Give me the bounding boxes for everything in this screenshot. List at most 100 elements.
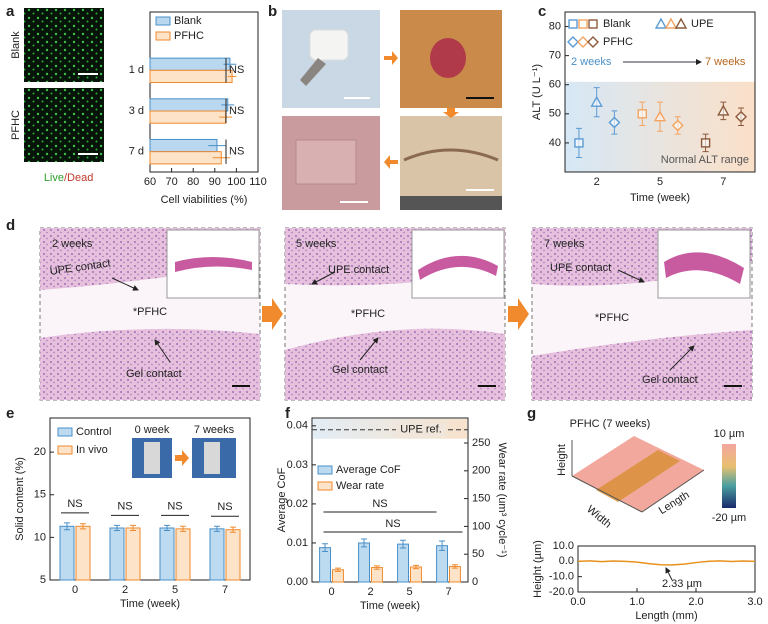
- marker: [587, 36, 599, 48]
- error-bar: [164, 524, 170, 532]
- x-tick-label: 0: [328, 586, 334, 598]
- bar: [319, 547, 331, 583]
- stain-live: Live: [44, 172, 64, 184]
- y-tick-label: 60: [549, 79, 561, 91]
- axis-title: Time (week): [630, 192, 690, 204]
- error-bar: [180, 525, 186, 532]
- bar: [149, 98, 229, 112]
- bar: [436, 545, 448, 583]
- panel-label: f: [285, 405, 291, 422]
- error-bar: [373, 565, 380, 570]
- error-bar: [400, 539, 407, 549]
- y-tick-label: 80: [549, 20, 561, 32]
- y-tick-label: 15: [34, 489, 46, 501]
- y-tick-label: 0: [472, 576, 478, 588]
- legend-label: Blank: [174, 15, 202, 27]
- marker: [590, 95, 603, 107]
- error-bar: [64, 522, 70, 531]
- annotation: NS: [372, 498, 387, 510]
- photo-incision: [403, 148, 499, 162]
- y-tick-label: 50: [549, 108, 561, 120]
- x-tick-label: 1.0: [629, 596, 644, 608]
- error-bar: [439, 540, 446, 551]
- legend-swatch: [155, 31, 171, 41]
- y-tick-label: 150: [472, 493, 490, 505]
- marker: [578, 19, 588, 29]
- tissue: [532, 330, 752, 400]
- panel-label: g: [527, 405, 536, 422]
- annotation: NS: [117, 500, 132, 512]
- marker: [637, 109, 647, 119]
- arrow-label: 7 weeks: [705, 56, 746, 68]
- pointer: [154, 339, 171, 363]
- bar: [371, 567, 383, 583]
- x-tick-label: 100: [227, 176, 245, 188]
- legend-label: Blank: [603, 18, 631, 30]
- axis-title: Time (week): [360, 600, 420, 612]
- line: [577, 560, 756, 566]
- marker: [588, 19, 598, 29]
- section-label: *PFHC: [351, 308, 385, 320]
- plot-frame: [564, 11, 756, 173]
- bar: [109, 527, 125, 581]
- y-tick-label: 3 d: [129, 105, 144, 117]
- x-tick-label: 0: [72, 584, 78, 596]
- section-time: 2 weeks: [52, 238, 93, 250]
- legend-label: Average CoF: [336, 464, 401, 476]
- legend-swatch: [317, 481, 333, 491]
- panel-label: a: [6, 3, 15, 20]
- panel-label: d: [6, 217, 15, 234]
- section-label: *PFHC: [595, 312, 629, 324]
- x-tick-label: 2: [594, 176, 600, 188]
- panel-label: c: [538, 3, 546, 20]
- annotation: NS: [229, 146, 244, 158]
- inset-gel: [144, 442, 160, 474]
- annotation: NS: [229, 64, 244, 76]
- axis: [571, 475, 643, 513]
- x-tick-label: 60: [144, 176, 156, 188]
- photo-tool: [300, 58, 326, 86]
- x-tick-label: 5: [657, 176, 663, 188]
- row-label: Blank: [10, 31, 22, 59]
- colorbar-label: -20 µm: [712, 512, 746, 524]
- plot-frame: [149, 11, 259, 173]
- pointer: [359, 337, 379, 361]
- reference-label: UPE ref.: [400, 424, 442, 436]
- x-tick-label: 2: [122, 584, 128, 596]
- y-tick-label: 0.01: [287, 537, 308, 549]
- bar: [149, 57, 231, 71]
- y-tick-label: 5: [40, 574, 46, 586]
- y-tick-label: 0.0: [559, 555, 574, 567]
- arrow: [175, 450, 189, 466]
- photo-edge: [400, 196, 502, 210]
- x-tick-label: 5: [172, 584, 178, 596]
- error-bar: [361, 538, 368, 548]
- x-tick-label: 3.0: [747, 596, 762, 608]
- bar: [59, 525, 75, 581]
- bar: [75, 525, 91, 581]
- error-bar: [114, 524, 120, 532]
- x-tick-label: 7: [222, 584, 228, 596]
- marker: [567, 36, 579, 48]
- marker: [608, 116, 621, 129]
- legend-label: Wear rate: [336, 480, 384, 492]
- y-tick-label: 100: [472, 520, 490, 532]
- bar: [149, 69, 233, 84]
- pointer: [669, 345, 695, 371]
- x-tick-label: 0.0: [570, 596, 585, 608]
- x-tick-label: 2: [367, 586, 373, 598]
- axis-title: Average CoF: [276, 467, 288, 532]
- arrow: [443, 108, 459, 118]
- legend-label: PFHC: [174, 30, 204, 42]
- plot-frame: [49, 417, 251, 581]
- annotation: NS: [67, 498, 82, 510]
- inset-tissue: [664, 252, 744, 284]
- photo-gel: [309, 29, 349, 61]
- legend-swatch: [57, 445, 73, 455]
- y-tick-label: 70: [549, 50, 561, 62]
- x-tick-label: 7: [720, 176, 726, 188]
- inset-tissue: [418, 255, 498, 280]
- arrow: [508, 298, 529, 330]
- x-tick-label: 70: [165, 176, 177, 188]
- panel-label: e: [6, 405, 14, 422]
